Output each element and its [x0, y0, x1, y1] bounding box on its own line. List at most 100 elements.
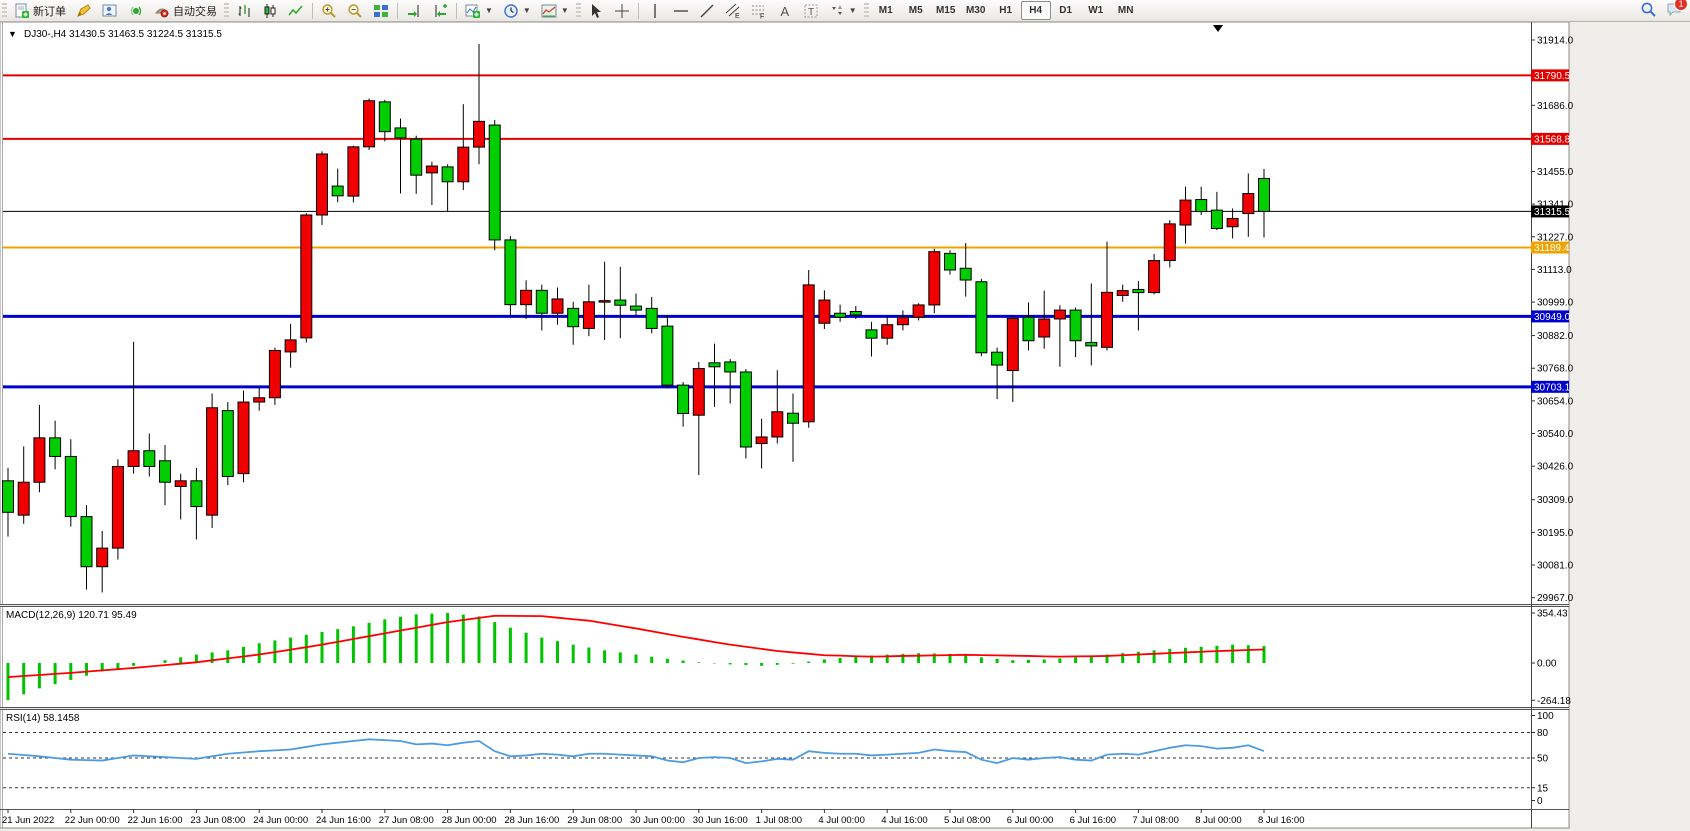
candle[interactable] — [661, 314, 674, 389]
candle[interactable] — [159, 444, 171, 506]
tab-period-m1[interactable]: M1 — [878, 5, 893, 16]
candle[interactable] — [630, 293, 642, 315]
auto-trading-button[interactable]: 自动交易 — [149, 0, 222, 21]
candle[interactable] — [1148, 253, 1161, 295]
indicators-button[interactable]: ▼ — [460, 0, 498, 21]
candle[interactable] — [174, 473, 187, 520]
tab-period-d1[interactable]: D1 — [1059, 5, 1073, 16]
candle[interactable] — [551, 287, 564, 325]
candle[interactable] — [1195, 186, 1208, 216]
candle[interactable] — [1022, 302, 1035, 351]
tab-period-w1[interactable]: W1 — [1088, 5, 1104, 16]
candle[interactable] — [33, 404, 46, 493]
candle[interactable] — [582, 284, 595, 337]
arrows-tool-button[interactable]: ▼ — [824, 0, 862, 21]
candle[interactable] — [896, 310, 909, 331]
candle[interactable] — [80, 505, 93, 590]
candle[interactable] — [724, 359, 737, 404]
candle[interactable] — [944, 250, 956, 275]
candle[interactable] — [755, 418, 768, 469]
candle[interactable] — [473, 44, 485, 165]
candle[interactable] — [692, 361, 705, 476]
candle[interactable] — [1163, 220, 1176, 268]
candle[interactable] — [818, 290, 831, 329]
candle[interactable] — [96, 530, 109, 593]
tab-period-m15[interactable]: M15 — [935, 5, 956, 16]
candle[interactable] — [975, 278, 988, 357]
candle[interactable] — [991, 347, 1004, 400]
text-label-tool-button[interactable]: T — [798, 0, 824, 21]
panel-splitter[interactable] — [0, 604, 1569, 607]
candle[interactable] — [959, 243, 972, 297]
candle[interactable] — [1085, 283, 1098, 366]
candle[interactable] — [567, 301, 580, 345]
candle[interactable] — [253, 387, 266, 411]
candle[interactable] — [535, 284, 548, 331]
fibonacci-tool-button[interactable]: F — [746, 0, 772, 21]
candle[interactable] — [300, 212, 313, 343]
candle[interactable] — [1069, 307, 1082, 358]
candle[interactable] — [1006, 316, 1019, 403]
chat-icon[interactable]: 1 — [1666, 0, 1688, 17]
candle[interactable] — [49, 420, 62, 470]
candle[interactable] — [1038, 290, 1051, 349]
zoom-in-button[interactable] — [316, 0, 342, 21]
channel-tool-button[interactable]: E — [720, 0, 746, 21]
candle[interactable] — [881, 316, 894, 345]
tab-period-m30[interactable]: M30 — [965, 5, 986, 16]
trendline-tool-button[interactable] — [694, 0, 720, 21]
candle[interactable] — [614, 266, 627, 339]
candle[interactable] — [849, 306, 862, 319]
candle[interactable] — [143, 433, 156, 477]
candle[interactable] — [708, 343, 721, 407]
crosshair-tool-button[interactable] — [609, 0, 635, 21]
styler-button[interactable] — [71, 0, 97, 21]
candle[interactable] — [865, 321, 878, 357]
cursor-tool-button[interactable] — [583, 0, 609, 21]
candle[interactable] — [331, 168, 344, 203]
candle[interactable] — [127, 341, 140, 474]
one-click-trading-toggle[interactable]: ▼ — [8, 29, 17, 39]
candle[interactable] — [347, 145, 360, 203]
candle[interactable] — [316, 151, 328, 226]
horizontal-line-tool-button[interactable] — [668, 0, 694, 21]
candle[interactable] — [928, 248, 941, 314]
candle[interactable] — [284, 323, 297, 368]
candle[interactable] — [771, 370, 784, 444]
tab-period-h1[interactable]: H1 — [999, 5, 1013, 16]
candle[interactable] — [1226, 208, 1239, 239]
panel-splitter[interactable] — [0, 707, 1569, 710]
zoom-out-button[interactable] — [342, 0, 368, 21]
tab-period-mn[interactable]: MN — [1117, 5, 1134, 16]
candle[interactable] — [1116, 284, 1129, 302]
candle[interactable] — [1101, 241, 1113, 351]
candle[interactable] — [1132, 280, 1145, 331]
candle[interactable] — [1242, 173, 1255, 237]
tab-period-m5[interactable]: M5 — [908, 5, 923, 16]
sound-button[interactable] — [123, 0, 149, 21]
candle[interactable] — [64, 439, 77, 527]
candle[interactable] — [221, 402, 234, 486]
candle[interactable] — [802, 269, 815, 428]
candlestick-chart-button[interactable] — [257, 0, 283, 21]
candle[interactable] — [598, 261, 611, 340]
chart-shift-marker[interactable] — [1213, 25, 1223, 32]
candle[interactable] — [1053, 305, 1066, 367]
candle[interactable] — [1210, 191, 1223, 231]
candle[interactable] — [425, 161, 438, 205]
tile-windows-button[interactable] — [368, 0, 394, 21]
candle[interactable] — [2, 467, 14, 537]
line-chart-button[interactable] — [283, 0, 309, 21]
candle[interactable] — [645, 296, 658, 334]
candle[interactable] — [237, 390, 250, 483]
candle[interactable] — [410, 135, 423, 194]
candle[interactable] — [739, 369, 752, 459]
chart-shift-button[interactable] — [427, 0, 453, 21]
candle[interactable] — [363, 98, 376, 150]
candle[interactable] — [787, 393, 799, 462]
toolbar-grip[interactable] — [224, 2, 229, 19]
candle[interactable] — [457, 104, 470, 191]
toolbar-grip[interactable] — [863, 2, 869, 19]
tab-period-h4[interactable]: H4 — [1020, 1, 1051, 20]
